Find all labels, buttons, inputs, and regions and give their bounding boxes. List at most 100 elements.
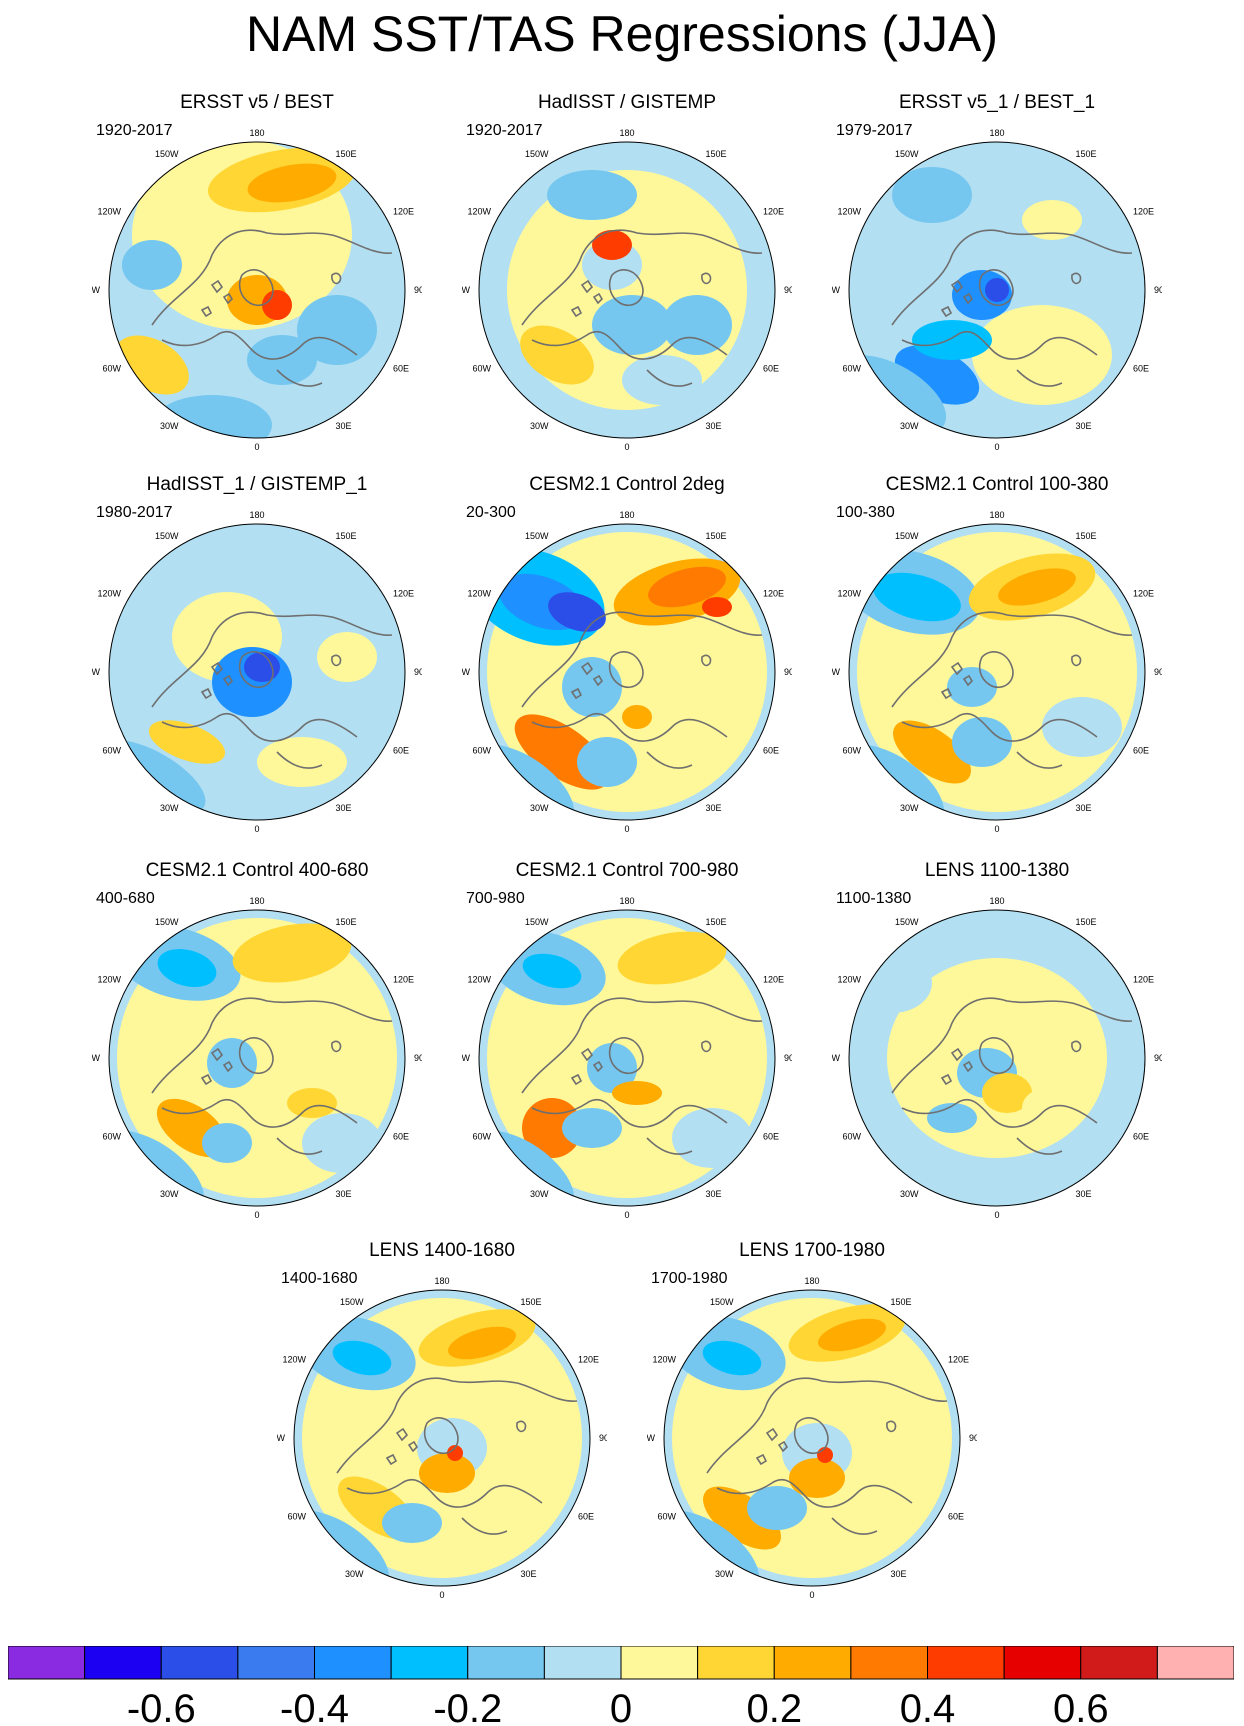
- longitude-label: 150E: [1076, 917, 1097, 927]
- longitude-label: 180: [619, 510, 634, 520]
- panel-title: ERSST v5 / BEST: [180, 92, 334, 113]
- longitude-label: 90E: [1154, 285, 1162, 295]
- panel-period: 700-980: [466, 890, 525, 907]
- colorbar-box: [314, 1646, 392, 1680]
- longitude-label: 30E: [706, 1189, 722, 1199]
- coastline: [901, 330, 1098, 360]
- panel-period: 1979-2017: [836, 122, 913, 139]
- panel-title: CESM2.1 Control 100-380: [885, 474, 1109, 495]
- map-panel: HadISST / GISTEMP 180 150E 120E 90E 60E 30E 0 30…: [462, 92, 792, 462]
- longitude-label: 90W: [462, 285, 470, 295]
- coastline: [570, 661, 604, 700]
- coastline: [1071, 272, 1082, 285]
- longitude-label: 60W: [842, 746, 861, 756]
- anomaly-region: [985, 278, 1009, 302]
- map-panel: CESM2.1 Control 700-980 180 150E 120E 90E 60E…: [462, 860, 792, 1230]
- anomaly-region: [622, 705, 652, 729]
- longitude-label: 0: [994, 1210, 999, 1220]
- coastline: [331, 272, 342, 285]
- panel-period: 100-380: [836, 504, 895, 521]
- longitude-label: 90E: [1154, 667, 1162, 677]
- anomaly-region: [612, 1081, 662, 1105]
- polar-map: 180 150E 120E 90E 60E 30E 0 30W 60W 90W 120W 150W: [92, 128, 422, 452]
- longitude-label: 150W: [895, 531, 919, 541]
- colorbar-box: [84, 1646, 162, 1680]
- coastline: [151, 997, 393, 1094]
- longitude-label: 150E: [336, 531, 357, 541]
- anomaly-region: [247, 163, 337, 203]
- longitude-label: 150W: [155, 149, 179, 159]
- polar-map: 180 150E 120E 90E 60E 30E 0 30W 60W 90W 120W 150W: [92, 896, 422, 1220]
- longitude-label: 0: [994, 824, 999, 834]
- longitude-label: 30W: [900, 803, 919, 813]
- panel-title: HadISST / GISTEMP: [537, 92, 717, 113]
- longitude-label: 90W: [832, 667, 840, 677]
- map-panel: ERSST v5_1 / BEST_1 180 150E 120E 90E 60E 30E 0…: [832, 92, 1162, 462]
- longitude-label: 120E: [763, 975, 784, 985]
- coastline: [1071, 1040, 1082, 1053]
- longitude-label: 120W: [837, 589, 861, 599]
- coastline: [200, 279, 234, 318]
- longitude-label: 60E: [763, 1132, 779, 1142]
- longitude-label: 60W: [472, 746, 491, 756]
- longitude-label: 60E: [393, 364, 409, 374]
- longitude-label: 180: [989, 896, 1004, 906]
- longitude-label: 60E: [1133, 1132, 1149, 1142]
- map-border: [478, 523, 776, 821]
- coastline: [161, 330, 358, 360]
- coastline: [151, 611, 393, 708]
- longitude-label: 120E: [763, 589, 784, 599]
- longitude-label: 150E: [891, 1297, 912, 1307]
- anomaly-region: [447, 1445, 463, 1461]
- coastline: [701, 654, 712, 667]
- longitude-label: 150E: [1076, 531, 1097, 541]
- longitude-label: 150E: [336, 917, 357, 927]
- colorbar-box: [543, 1646, 622, 1680]
- coastline: [331, 654, 342, 667]
- longitude-label: 120W: [837, 975, 861, 985]
- anomaly-region: [202, 1123, 252, 1163]
- coastline: [886, 1420, 897, 1433]
- map-panel: LENS 1100-1380 180 150E 120E 90E 60E 30E 0 30W 60…: [832, 860, 1162, 1230]
- coastline: [238, 1037, 274, 1075]
- anomaly-region: [648, 566, 726, 608]
- coastline: [521, 229, 763, 326]
- longitude-label: 90E: [414, 667, 422, 677]
- anomaly-region: [122, 240, 182, 290]
- anomaly-region: [912, 320, 992, 360]
- coastline: [701, 272, 712, 285]
- longitude-label: 30W: [715, 1569, 734, 1579]
- longitude-label: 90E: [784, 285, 792, 295]
- longitude-label: 30W: [900, 421, 919, 431]
- anomaly-region: [972, 305, 1112, 405]
- panel-period: 1700-1980: [651, 1270, 728, 1287]
- coastline: [701, 1040, 712, 1053]
- anomaly-region: [317, 632, 377, 682]
- longitude-label: 60W: [102, 364, 121, 374]
- anomaly-region: [287, 1088, 337, 1118]
- coastline: [531, 330, 728, 360]
- coastline: [940, 279, 974, 318]
- longitude-label: 0: [254, 824, 259, 834]
- anomaly-region: [447, 1326, 517, 1360]
- colorbar-box: [697, 1646, 775, 1680]
- longitude-label: 60W: [472, 364, 491, 374]
- polar-map: 180 150E 120E 90E 60E 30E 0 30W 60W 90W 120W 150W: [832, 510, 1162, 834]
- longitude-label: 150W: [525, 917, 549, 927]
- colorbar-box: [8, 1646, 86, 1680]
- coastline: [891, 229, 1133, 326]
- colorbar-box: [467, 1646, 545, 1680]
- longitude-label: 120W: [97, 589, 121, 599]
- longitude-label: 90E: [414, 285, 422, 295]
- longitude-label: 120W: [467, 207, 491, 217]
- longitude-label: 90E: [784, 667, 792, 677]
- panel-title: HadISST_1 / GISTEMP_1: [146, 474, 368, 495]
- coastline: [276, 369, 323, 387]
- coastline: [570, 1047, 604, 1086]
- longitude-label: 120E: [578, 1355, 599, 1365]
- anomaly-region: [702, 597, 732, 617]
- anomaly-region: [617, 931, 727, 985]
- anomaly-region: [703, 1486, 781, 1550]
- longitude-label: 0: [254, 1210, 259, 1220]
- anomaly-region: [520, 325, 594, 385]
